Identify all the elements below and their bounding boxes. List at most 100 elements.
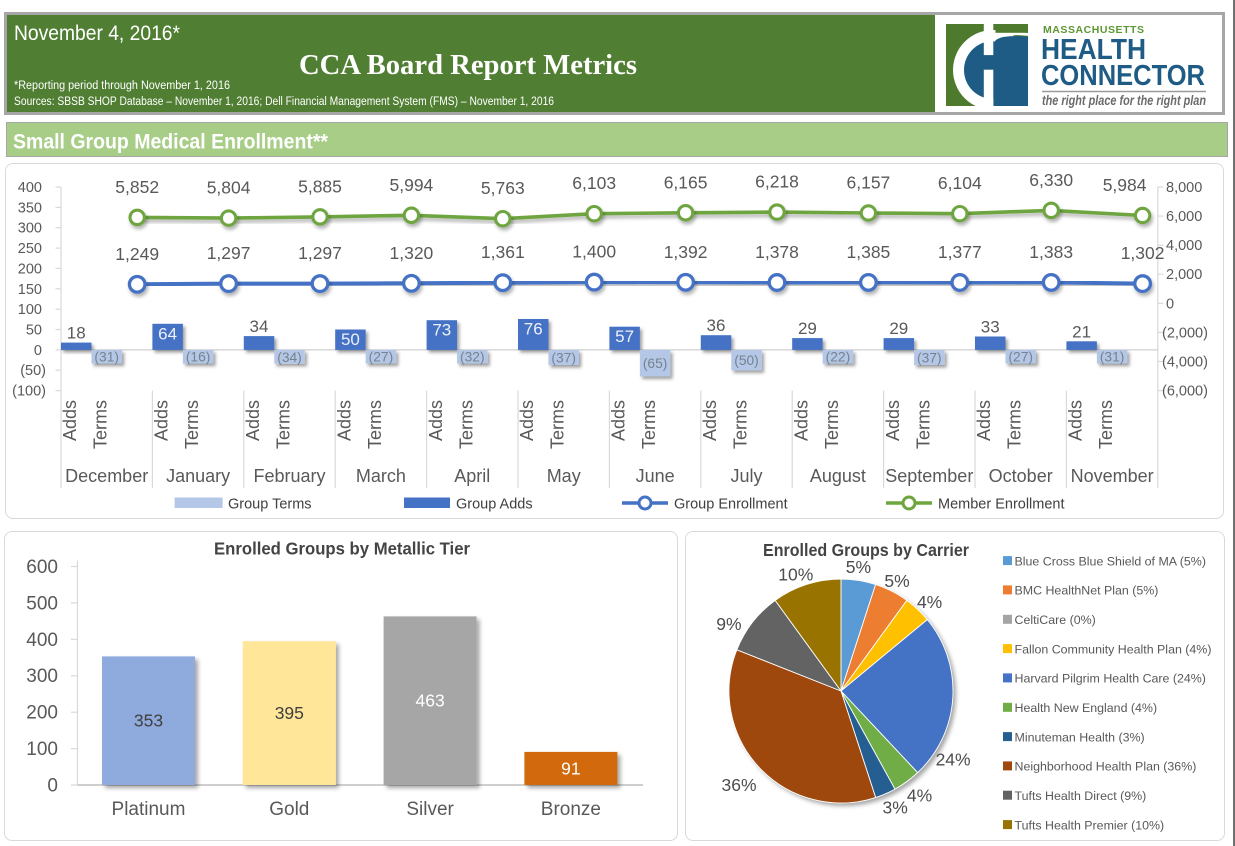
svg-text:Terms: Terms [1005, 400, 1025, 449]
svg-text:Adds: Adds [1066, 400, 1086, 441]
svg-text:January: January [166, 466, 230, 486]
svg-text:200: 200 [18, 261, 42, 277]
svg-text:5%: 5% [884, 571, 909, 591]
svg-text:(32): (32) [460, 350, 485, 365]
svg-text:Terms: Terms [639, 400, 659, 449]
svg-text:4%: 4% [907, 786, 932, 806]
svg-text:0: 0 [1166, 296, 1174, 312]
svg-text:1,320: 1,320 [390, 243, 434, 263]
svg-text:(34): (34) [277, 350, 302, 365]
svg-text:Terms: Terms [731, 400, 751, 449]
svg-text:18: 18 [67, 324, 86, 343]
svg-text:29: 29 [889, 319, 908, 338]
svg-text:Platinum: Platinum [112, 799, 186, 820]
svg-text:(50): (50) [734, 353, 759, 368]
svg-text:5,852: 5,852 [115, 177, 159, 197]
svg-text:1,383: 1,383 [1029, 242, 1073, 262]
svg-text:July: July [730, 466, 762, 486]
svg-text:5,804: 5,804 [207, 178, 251, 198]
svg-text:(22): (22) [826, 350, 851, 365]
svg-text:300: 300 [18, 221, 42, 237]
svg-text:December: December [65, 466, 148, 486]
svg-text:1,297: 1,297 [298, 243, 342, 263]
svg-text:November: November [1071, 466, 1154, 486]
svg-text:Blue Cross Blue Shield of MA (: Blue Cross Blue Shield of MA (5%) [1015, 554, 1206, 568]
svg-text:76: 76 [524, 320, 543, 339]
svg-text:6,104: 6,104 [938, 173, 982, 193]
svg-text:8,000: 8,000 [1166, 180, 1202, 196]
svg-text:4,000: 4,000 [1166, 238, 1202, 254]
svg-text:Fallon Community Health Plan (: Fallon Community Health Plan (4%) [1015, 642, 1212, 656]
svg-text:Adds: Adds [243, 400, 263, 441]
svg-text:(2,000): (2,000) [1162, 325, 1208, 341]
svg-text:BMC HealthNet Plan (5%): BMC HealthNet Plan (5%) [1015, 584, 1159, 598]
svg-text:6,218: 6,218 [755, 172, 799, 192]
svg-text:Silver: Silver [406, 799, 454, 820]
svg-text:5,994: 5,994 [390, 175, 434, 195]
svg-text:6,103: 6,103 [572, 173, 616, 193]
svg-text:Minuteman Health (3%): Minuteman Health (3%) [1015, 730, 1145, 744]
svg-text:0: 0 [47, 776, 58, 797]
svg-text:June: June [636, 466, 675, 486]
svg-text:CeltiCare (0%): CeltiCare (0%) [1015, 613, 1096, 627]
svg-text:50: 50 [341, 330, 360, 349]
svg-text:5%: 5% [846, 557, 871, 577]
svg-text:Bronze: Bronze [541, 799, 601, 820]
svg-text:463: 463 [415, 691, 444, 711]
svg-text:(37): (37) [551, 350, 576, 365]
svg-text:33: 33 [981, 318, 1000, 337]
svg-text:5,885: 5,885 [298, 176, 342, 196]
svg-text:1,378: 1,378 [755, 242, 799, 262]
svg-text:6,330: 6,330 [1029, 170, 1073, 190]
svg-text:April: April [454, 466, 490, 486]
svg-text:91: 91 [561, 758, 580, 778]
svg-text:5,984: 5,984 [1103, 175, 1147, 195]
svg-text:Tufts Health Direct (9%): Tufts Health Direct (9%) [1015, 789, 1147, 803]
svg-text:Adds: Adds [974, 400, 994, 441]
svg-text:Adds: Adds [426, 400, 446, 441]
svg-text:Terms: Terms [456, 400, 476, 449]
svg-text:Group Terms: Group Terms [228, 497, 312, 513]
svg-text:200: 200 [26, 703, 58, 724]
svg-text:6,165: 6,165 [664, 172, 708, 192]
svg-text:September: September [885, 466, 973, 486]
svg-text:(27): (27) [1008, 350, 1033, 365]
svg-text:36%: 36% [721, 775, 756, 795]
svg-text:1,377: 1,377 [938, 242, 982, 262]
svg-text:400: 400 [18, 180, 42, 196]
svg-text:400: 400 [26, 630, 58, 651]
svg-text:24%: 24% [936, 750, 971, 770]
svg-text:395: 395 [275, 703, 304, 723]
svg-text:February: February [253, 466, 325, 486]
svg-text:Neighborhood Health Plan (36%): Neighborhood Health Plan (36%) [1015, 760, 1197, 774]
svg-text:Terms: Terms [548, 400, 568, 449]
svg-text:34: 34 [250, 317, 269, 336]
svg-text:October: October [989, 466, 1053, 486]
svg-text:1,361: 1,361 [481, 242, 525, 262]
svg-text:64: 64 [158, 324, 177, 343]
svg-text:(16): (16) [186, 350, 211, 365]
svg-text:Adds: Adds [700, 400, 720, 441]
svg-text:Adds: Adds [334, 400, 354, 441]
svg-text:100: 100 [26, 739, 58, 760]
svg-text:9%: 9% [716, 614, 741, 634]
svg-text:Terms: Terms [91, 400, 111, 449]
svg-text:(6,000): (6,000) [1162, 384, 1208, 400]
svg-text:Adds: Adds [60, 400, 80, 441]
svg-text:Terms: Terms [913, 400, 933, 449]
svg-text:57: 57 [615, 327, 634, 346]
svg-text:36: 36 [707, 316, 726, 335]
svg-text:(100): (100) [12, 384, 46, 400]
svg-text:Adds: Adds [609, 400, 629, 441]
svg-text:Terms: Terms [822, 400, 842, 449]
svg-text:(31): (31) [94, 350, 119, 365]
svg-text:Terms: Terms [365, 400, 385, 449]
svg-text:1,302: 1,302 [1121, 243, 1165, 263]
svg-text:150: 150 [18, 282, 42, 298]
svg-text:3%: 3% [883, 798, 908, 818]
svg-text:(4,000): (4,000) [1162, 355, 1208, 371]
svg-text:50: 50 [26, 323, 42, 339]
svg-text:Terms: Terms [1096, 400, 1116, 449]
svg-text:Terms: Terms [274, 400, 294, 449]
svg-text:1,297: 1,297 [207, 243, 251, 263]
